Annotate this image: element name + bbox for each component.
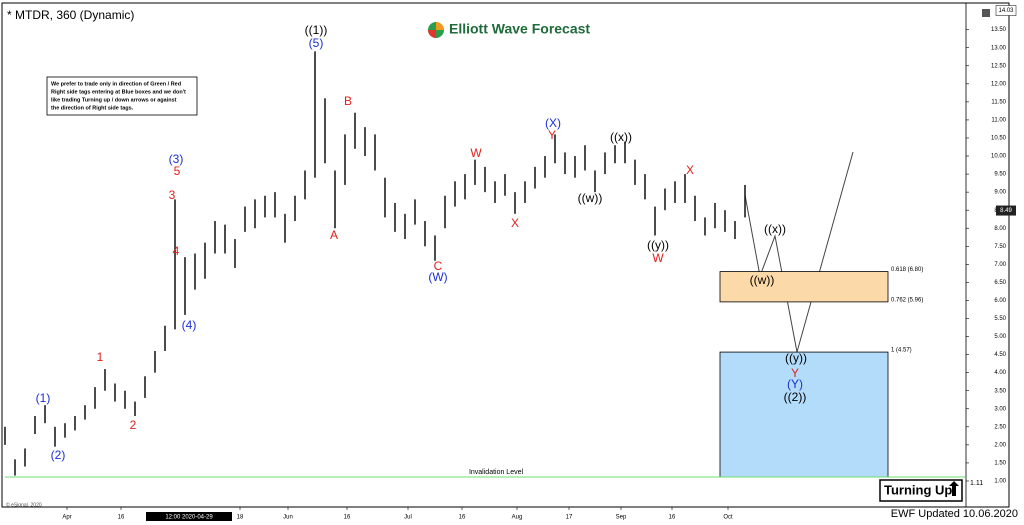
wave-label: W <box>652 251 664 265</box>
wave-label: (1) <box>36 391 51 405</box>
y-tick-label: 13.00 <box>991 45 1007 51</box>
badge: Turning Up <box>884 482 952 497</box>
wave-label: (5) <box>309 36 324 50</box>
wave-label: (W) <box>428 270 447 284</box>
wave-label: Y <box>548 128 556 142</box>
x-tick-label: Apr <box>62 515 71 521</box>
last-price-box <box>996 205 1016 216</box>
y-tick-label: 3.00 <box>994 406 1006 412</box>
wave-label: ((y)) <box>647 238 669 252</box>
wave-label: ((w)) <box>750 273 775 287</box>
y-tick-label: 2.00 <box>994 442 1006 448</box>
wave-label: ((x)) <box>764 222 786 236</box>
wave-label: (3) <box>169 152 184 166</box>
wave-label: 3 <box>169 188 176 202</box>
last-price: 8.49 <box>1000 208 1012 214</box>
y-tick-label: 12.00 <box>991 81 1007 87</box>
target-zone <box>719 351 889 478</box>
x-tick-label: Sep <box>616 515 627 521</box>
wave-label: ((x)) <box>610 130 632 144</box>
y-tick-label: 8.00 <box>994 226 1006 232</box>
logo-mark <box>428 30 436 38</box>
zone-label: 1 (4.57) <box>891 348 912 354</box>
wave-label: X <box>686 163 694 177</box>
x-tick-label: Aug <box>512 515 523 521</box>
chart-frame <box>1 2 1010 508</box>
wave-label: ((1)) <box>305 23 328 37</box>
cursor-label-box <box>146 512 232 521</box>
wave-label: W <box>470 146 482 160</box>
y-tick-label: 7.50 <box>994 244 1006 250</box>
zone-label: 0.618 (6.80) <box>891 267 923 273</box>
menu-icon[interactable] <box>982 9 990 17</box>
x-tick-label: 16 <box>669 515 676 521</box>
chart-title: * MTDR, 360 (Dynamic) <box>7 8 134 22</box>
wave-label: 4 <box>173 244 180 258</box>
wave-label: ((w)) <box>578 191 603 205</box>
x-tick-label: 17 <box>566 515 573 521</box>
x-tick-label: 16 <box>118 515 125 521</box>
y-tick-label: 12.50 <box>991 63 1007 69</box>
x-tick-label: Oct <box>723 515 733 521</box>
wave-label: 2 <box>130 418 137 432</box>
logo-mark <box>436 22 444 30</box>
wave-label: (4) <box>182 318 197 332</box>
note-line: Right side tags entering at Blue boxes a… <box>51 89 186 95</box>
y-tick-label: 13.50 <box>991 27 1007 33</box>
cursor-label: 12:00 2020-04-29 <box>165 515 213 521</box>
wave-label: ((2)) <box>784 390 807 404</box>
wave-label: (Y) <box>787 377 803 391</box>
wave-label: B <box>344 94 352 108</box>
y-tick-label: 6.50 <box>994 280 1006 286</box>
note-line: We prefer to trade only in direction of … <box>51 81 181 87</box>
y-tick-label: 11.50 <box>991 99 1006 105</box>
note-box <box>46 76 198 116</box>
wave-label: (2) <box>51 448 66 462</box>
y-tick-label: 9.00 <box>994 190 1006 196</box>
badge-arrow <box>949 481 959 496</box>
wave-label: 5 <box>174 164 181 178</box>
note-line: the direction of Right side tags. <box>51 105 134 111</box>
y-tick-label: 2.50 <box>994 424 1006 430</box>
wave-label: A <box>330 228 338 242</box>
note-line: like trading Turning up / down arrows or… <box>51 97 177 103</box>
badge-box <box>879 479 963 502</box>
logo: Elliott Wave Forecast <box>428 21 590 38</box>
y-tick-label: 4.50 <box>994 352 1006 358</box>
top-price: 14.03 <box>998 8 1014 14</box>
wave-label: X <box>511 216 519 230</box>
x-tick-label: Jun <box>283 515 293 521</box>
y-tick-label: 4.00 <box>994 370 1006 376</box>
target-zone <box>719 271 889 303</box>
y-tick-label: 11.00 <box>991 118 1006 124</box>
wave-label: ((y)) <box>785 351 807 365</box>
y-tick-label: 1.00 <box>994 479 1006 485</box>
updated: EWF Updated 10.06.2020 <box>891 508 1018 520</box>
x-tick-label: 18 <box>237 515 244 521</box>
x-tick-label: Jul <box>404 515 412 521</box>
y-tick-label: 10.00 <box>991 154 1007 160</box>
x-tick-label: 16 <box>459 515 466 521</box>
y-tick-label: 10.50 <box>991 136 1007 142</box>
y-tick-label: 9.50 <box>994 172 1006 178</box>
zone-label: 0.762 (5.96) <box>891 297 923 303</box>
wave-label: C <box>434 259 443 273</box>
copyright: © eSignal, 2020 <box>6 501 42 508</box>
wave-label: Y <box>791 366 799 380</box>
y-tick-label: 6.00 <box>994 298 1006 304</box>
y-tick-label: 7.00 <box>994 262 1006 268</box>
y-tick-label: 5.00 <box>994 334 1006 340</box>
y-tick-label: 1.50 <box>994 460 1006 466</box>
y-tick-label: 5.50 <box>994 316 1006 322</box>
x-tick-label: 16 <box>344 515 351 521</box>
y-tick-label: 3.50 <box>994 388 1006 394</box>
brand: Elliott Wave Forecast <box>449 21 590 37</box>
invalidation-value: 1.11 <box>970 480 983 487</box>
wave-label: (X) <box>545 116 561 130</box>
top-price-box <box>995 5 1017 16</box>
invalidation-text: Invalidation Level <box>469 469 524 476</box>
wave-label: 1 <box>97 350 104 364</box>
